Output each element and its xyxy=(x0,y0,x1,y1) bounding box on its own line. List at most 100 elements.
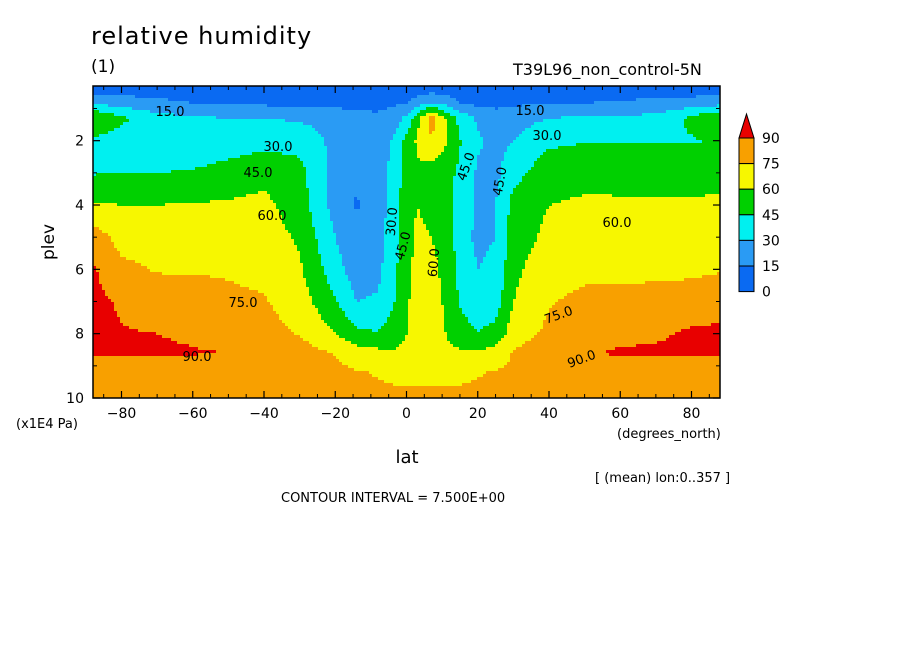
contour-cell xyxy=(255,86,259,90)
contour-cell xyxy=(189,86,193,90)
contour-cell xyxy=(654,92,658,96)
contour-cell xyxy=(183,107,187,111)
contour-cell xyxy=(528,107,532,111)
contour-cell xyxy=(354,86,358,90)
contour-cell xyxy=(606,101,610,105)
contour-cell xyxy=(588,89,592,93)
contour-cell xyxy=(657,101,661,105)
contour-cell xyxy=(414,104,418,108)
contour-cell xyxy=(534,86,538,90)
contour-cell xyxy=(489,107,493,111)
contour-cell xyxy=(282,92,286,96)
contour-cell xyxy=(123,104,127,108)
contour-cell xyxy=(222,110,226,114)
contour-cell xyxy=(564,98,568,102)
contour-cell xyxy=(558,86,562,90)
contour-cell xyxy=(213,110,217,114)
contour-cell xyxy=(642,101,646,105)
contour-cell xyxy=(162,98,166,102)
contour-cell xyxy=(672,95,676,99)
contour-cell xyxy=(690,107,694,111)
contour-cell xyxy=(378,89,382,93)
contour-cell xyxy=(660,86,664,90)
contour-cell xyxy=(246,101,250,105)
contour-cell xyxy=(303,101,307,105)
contour-cell xyxy=(285,110,289,114)
contour-cell xyxy=(429,89,433,93)
contour-cell xyxy=(297,110,301,114)
contour-cell xyxy=(597,101,601,105)
contour-cell xyxy=(276,98,280,102)
contour-cell xyxy=(300,98,304,102)
contour-cell xyxy=(555,89,559,93)
contour-cell xyxy=(501,92,505,96)
contour-cell xyxy=(384,101,388,105)
contour-cell xyxy=(585,86,589,90)
contour-cell xyxy=(405,92,409,96)
contour-cell xyxy=(327,101,331,105)
contour-cell xyxy=(195,98,199,102)
contour-cell xyxy=(363,107,367,111)
contour-cell xyxy=(708,107,712,111)
contour-cell xyxy=(144,86,148,90)
contour-cell xyxy=(435,98,439,102)
contour-cell xyxy=(693,89,697,93)
contour-cell xyxy=(285,104,289,108)
contour-cell xyxy=(576,89,580,93)
contour-cell xyxy=(297,107,301,111)
contour-cell xyxy=(138,95,142,99)
contour-cell xyxy=(678,101,682,105)
contour-cell xyxy=(111,110,115,114)
contour-cell xyxy=(450,92,454,96)
contour-cell xyxy=(423,101,427,105)
contour-cell xyxy=(645,86,649,90)
contour-cell xyxy=(99,101,103,105)
contour-cell xyxy=(321,104,325,108)
contour-cell xyxy=(465,92,469,96)
contour-cell xyxy=(654,98,658,102)
contour-cell xyxy=(267,98,271,102)
contour-cell xyxy=(309,104,313,108)
contour-cell xyxy=(180,86,184,90)
contour-cell xyxy=(111,92,115,96)
contour-cell xyxy=(297,89,301,93)
contour-cell xyxy=(489,104,493,108)
contour-cell xyxy=(123,101,127,105)
contour-cell xyxy=(246,89,250,93)
contour-cell xyxy=(129,107,133,111)
contour-cell xyxy=(477,89,481,93)
contour-cell xyxy=(648,101,652,105)
contour-cell xyxy=(429,98,433,102)
contour-cell xyxy=(642,92,646,96)
contour-cell xyxy=(135,104,139,108)
contour-cell xyxy=(570,101,574,105)
contour-cell xyxy=(336,101,340,105)
contour-cell xyxy=(507,104,511,108)
contour-cell xyxy=(276,101,280,105)
contour-cell xyxy=(363,92,367,96)
contour-cell xyxy=(300,104,304,108)
contour-cell xyxy=(165,95,169,99)
contour-cell xyxy=(216,98,220,102)
contour-cell xyxy=(138,89,142,93)
contour-cell xyxy=(381,92,385,96)
contour-cell xyxy=(132,110,136,114)
contour-cell xyxy=(696,95,700,99)
contour-cell xyxy=(618,104,622,108)
contour-cell xyxy=(381,95,385,99)
contour-cell xyxy=(246,107,250,111)
contour-cell xyxy=(699,92,703,96)
contour-cell xyxy=(690,101,694,105)
contour-cell xyxy=(240,104,244,108)
contour-cell xyxy=(564,101,568,105)
contour-cell xyxy=(630,107,634,111)
contour-cell xyxy=(237,104,241,108)
contour-cell xyxy=(198,95,202,99)
contour-cell xyxy=(393,98,397,102)
contour-cell xyxy=(474,86,478,90)
contour-cell xyxy=(579,89,583,93)
contour-cell xyxy=(675,107,679,111)
contour-cell xyxy=(246,110,250,114)
contour-cell xyxy=(192,92,196,96)
contour-cell xyxy=(147,86,151,90)
